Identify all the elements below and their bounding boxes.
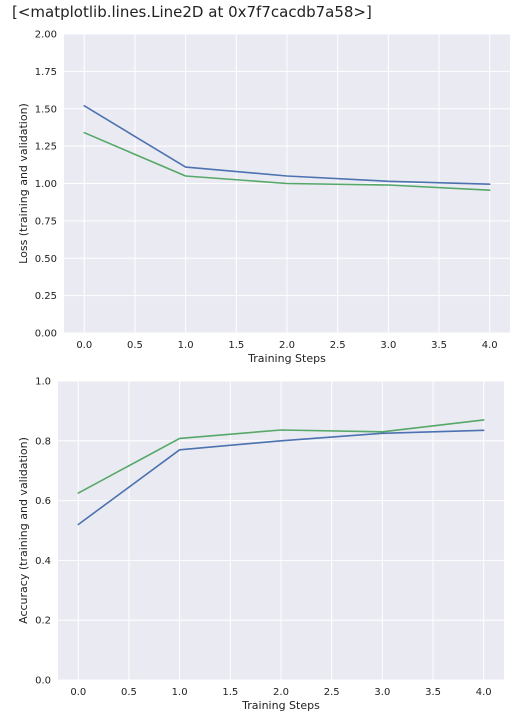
chart-1-x-tick-label: 3.0 <box>374 687 390 698</box>
chart-0-y-axis-label: Loss (training and validation) <box>17 103 30 264</box>
chart-1-y-tick-label: 0.8 <box>35 436 51 447</box>
chart-0-x-tick-label: 3.5 <box>431 340 447 351</box>
chart-1-x-tick-label: 2.5 <box>324 687 340 698</box>
chart-1-x-tick-label: 0.5 <box>121 687 137 698</box>
chart-0-x-tick-label: 3.0 <box>380 340 396 351</box>
chart-1-y-tick-label: 1.0 <box>35 377 51 388</box>
chart-0-y-tick-label: 0.50 <box>35 254 57 265</box>
chart-0-x-tick-label: 1.0 <box>178 340 194 351</box>
chart-0-x-axis-label: Training Steps <box>247 352 326 365</box>
accuracy-chart: 0.0 0.5 1.0 1.5 2.0 2.5 3.0 3.5 4.0 0.0 0.2 0.4 0.6 0… <box>17 377 504 712</box>
chart-0-series-line-1 <box>83 131 491 191</box>
loss-chart: 0.0 0.5 1.0 1.5 2.0 2.5 3.0 3.5 4.0 0.00 0.25 0.50 0… <box>17 30 510 365</box>
chart-0-y-tick-label: 0.25 <box>35 291 57 302</box>
chart-0-x-tick-label: 2.5 <box>330 340 346 351</box>
chart-1-y-tick-label: 0.2 <box>35 616 51 627</box>
chart-1-series-line-0 <box>77 429 485 526</box>
chart-0-x-tick-label: 1.5 <box>228 340 244 351</box>
chart-0-y-tick-label: 1.75 <box>35 67 57 78</box>
chart-0-y-tick-label: 0.00 <box>35 329 57 340</box>
chart-0-y-tick-label: 1.00 <box>35 179 57 190</box>
chart-1-x-tick-label: 4.0 <box>476 687 492 698</box>
chart-0-x-tick-label: 0.0 <box>76 340 92 351</box>
chart-1-y-axis-label: Accuracy (training and validation) <box>17 437 30 624</box>
chart-0-series-line-0 <box>83 105 491 185</box>
chart-1-series-line-1 <box>77 419 485 494</box>
chart-0-x-tick-label: 2.0 <box>279 340 295 351</box>
chart-1-x-axis-label: Training Steps <box>241 699 320 712</box>
chart-0-x-tick-label: 4.0 <box>482 340 498 351</box>
chart-0-y-tick-label: 0.75 <box>35 216 57 227</box>
chart-0-y-tick-label: 1.25 <box>35 142 57 153</box>
chart-0-y-tick-label: 1.50 <box>35 104 57 115</box>
chart-0-x-tick-label: 0.5 <box>127 340 143 351</box>
cell-output-text: [<matplotlib.lines.Line2D at 0x7f7cacdb7… <box>12 3 372 21</box>
chart-1-x-tick-label: 2.0 <box>273 687 289 698</box>
chart-1-x-tick-label: 1.0 <box>172 687 188 698</box>
chart-1-x-tick-label: 1.5 <box>222 687 238 698</box>
chart-1-x-tick-label: 3.5 <box>425 687 441 698</box>
chart-0-y-tick-label: 2.00 <box>35 30 57 41</box>
chart-1-y-tick-label: 0.6 <box>35 496 51 507</box>
chart-1-x-tick-label: 0.0 <box>70 687 86 698</box>
chart-1-y-tick-label: 0.4 <box>35 556 51 567</box>
chart-1-y-tick-label: 0.0 <box>35 676 51 687</box>
